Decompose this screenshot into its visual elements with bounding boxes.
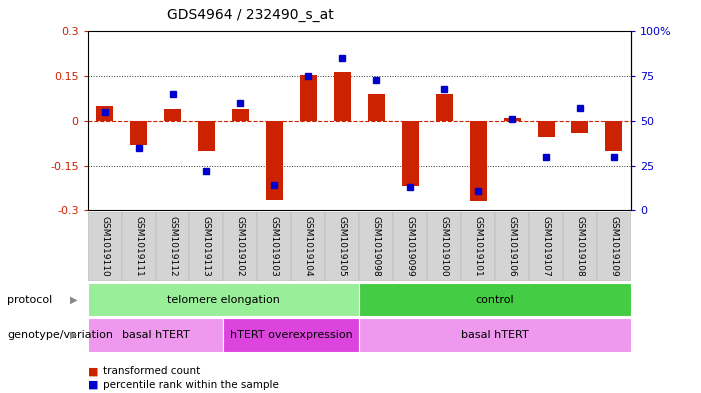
Bar [96,106,113,121]
Text: telomere elongation: telomere elongation [167,295,280,305]
Text: GSM1019113: GSM1019113 [202,216,211,276]
Bar [529,212,563,281]
Bar [359,212,393,281]
Bar [538,121,554,137]
Bar [266,121,283,200]
Bar [130,121,147,145]
Bar [597,212,631,281]
Text: GSM1019103: GSM1019103 [270,216,279,276]
Bar [88,318,224,352]
Bar [121,212,156,281]
Bar [300,75,317,121]
Text: percentile rank within the sample: percentile rank within the sample [103,380,279,390]
Text: GSM1019112: GSM1019112 [168,216,177,276]
Bar [224,212,257,281]
Text: GSM1019109: GSM1019109 [609,216,618,276]
Bar [257,212,292,281]
Text: GSM1019098: GSM1019098 [372,216,381,276]
Bar [563,212,597,281]
Text: GSM1019111: GSM1019111 [134,216,143,276]
Bar [427,212,461,281]
Text: GSM1019102: GSM1019102 [236,216,245,276]
Bar [368,94,385,121]
Text: GSM1019101: GSM1019101 [474,216,482,276]
Text: ■: ■ [88,380,98,390]
Bar [334,72,350,121]
Text: GSM1019105: GSM1019105 [338,216,347,276]
Bar [359,283,631,316]
Bar [402,121,418,186]
Bar [198,121,215,151]
Text: ▶: ▶ [70,295,77,305]
Text: GSM1019108: GSM1019108 [576,216,585,276]
Bar [393,212,427,281]
Bar [189,212,224,281]
Bar [503,118,521,121]
Bar [359,318,631,352]
Text: hTERT overexpression: hTERT overexpression [230,330,353,340]
Text: GSM1019099: GSM1019099 [406,216,415,276]
Text: transformed count: transformed count [103,366,200,376]
Text: GSM1019110: GSM1019110 [100,216,109,276]
Text: GSM1019106: GSM1019106 [508,216,517,276]
Text: ▶: ▶ [70,330,77,340]
Bar [571,121,588,133]
Bar [435,94,453,121]
Bar [292,212,325,281]
Bar [495,212,529,281]
Text: control: control [476,295,515,305]
Bar [325,212,359,281]
Text: basal hTERT: basal hTERT [122,330,189,340]
Text: GDS4964 / 232490_s_at: GDS4964 / 232490_s_at [168,7,334,22]
Text: ■: ■ [88,366,98,376]
Bar [461,212,495,281]
Bar [606,121,622,151]
Text: basal hTERT: basal hTERT [461,330,529,340]
Text: protocol: protocol [7,295,53,305]
Bar [232,109,249,121]
Bar [470,121,486,201]
Text: GSM1019100: GSM1019100 [440,216,449,276]
Bar [156,212,189,281]
Bar [224,318,359,352]
Text: GSM1019107: GSM1019107 [541,216,550,276]
Text: genotype/variation: genotype/variation [7,330,113,340]
Bar [164,109,181,121]
Text: GSM1019104: GSM1019104 [304,216,313,276]
Bar [88,212,121,281]
Bar [88,283,359,316]
